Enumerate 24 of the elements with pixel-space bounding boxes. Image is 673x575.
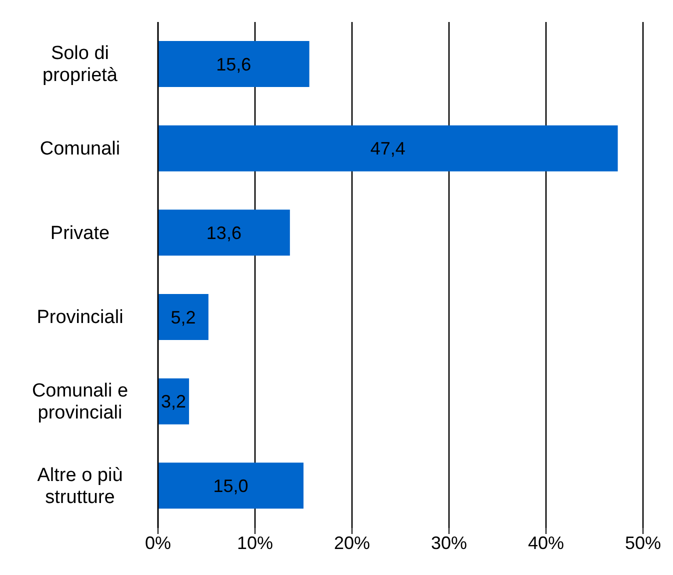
x-tick-label: 0% bbox=[144, 532, 172, 553]
y-tick-label: Solo di proprietà bbox=[42, 42, 118, 86]
x-tick-label: 10% bbox=[236, 532, 274, 553]
data-label: 15,6 bbox=[216, 54, 252, 74]
bar bbox=[158, 294, 208, 340]
bar bbox=[158, 210, 290, 256]
x-tick-label: 30% bbox=[430, 532, 468, 553]
data-label: 3,2 bbox=[161, 392, 186, 412]
y-tick-label: Comunali bbox=[40, 138, 120, 159]
bar bbox=[158, 378, 190, 424]
bar bbox=[158, 462, 304, 509]
y-tick-label: Provinciali bbox=[36, 306, 124, 328]
bar bbox=[158, 41, 310, 87]
y-tick-label: Altre o più strutture bbox=[37, 464, 123, 508]
x-tick-label: 40% bbox=[528, 532, 564, 553]
data-label: 47,4 bbox=[370, 138, 406, 159]
data-label: 5,2 bbox=[170, 307, 196, 328]
y-tick-label: Private bbox=[50, 222, 110, 244]
x-tick-label: 50% bbox=[624, 532, 662, 553]
data-label: 13,6 bbox=[206, 223, 242, 244]
bar bbox=[158, 125, 618, 172]
y-tick-label: Comunali e provinciali bbox=[32, 380, 128, 423]
data-label: 15,0 bbox=[213, 476, 248, 496]
x-tick-label: 20% bbox=[334, 532, 370, 553]
